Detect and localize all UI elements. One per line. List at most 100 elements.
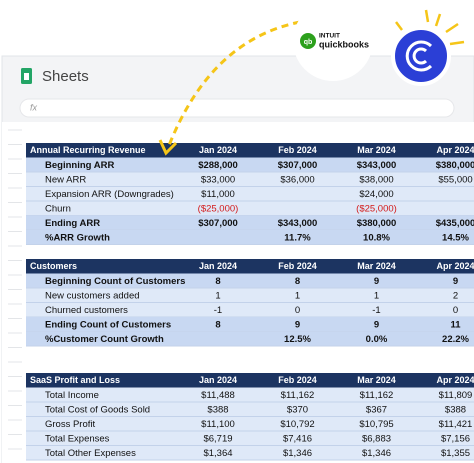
cell-value: $11,421: [439, 419, 473, 430]
cell-value: 10.8%: [363, 232, 390, 243]
cell-value: $388: [207, 404, 228, 415]
sparks: [395, 9, 465, 46]
cell-value: $288,000: [198, 160, 238, 171]
cell-value: $11,809: [439, 390, 473, 401]
cell-value: ($25,000): [198, 203, 239, 214]
cell-value: $10,792: [280, 419, 314, 430]
cell-value: 9: [295, 319, 300, 330]
product: quickbooks: [319, 39, 369, 49]
cell-value: $388: [445, 404, 466, 415]
cell-value: 0.0%: [366, 334, 388, 345]
cell-value: $10,795: [359, 419, 393, 430]
row-label: %ARR Growth: [45, 232, 110, 243]
row-label: Ending Count of Customers: [45, 319, 171, 330]
column-header: Jan 2024: [199, 375, 237, 385]
app-name: Sheets: [42, 68, 89, 85]
column-header: Customers: [30, 261, 77, 271]
row-label: Churn: [45, 203, 71, 214]
cell-value: $6,883: [362, 433, 391, 444]
cell-value: $11,100: [201, 419, 235, 430]
cell-value: 11.7%: [284, 232, 311, 243]
row-label: Churned customers: [45, 305, 128, 316]
cell-value: $11,000: [201, 189, 235, 200]
row-label: Beginning ARR: [45, 160, 114, 171]
column-header: Apr 2024: [436, 375, 474, 385]
cell-value: 12.5%: [284, 334, 311, 345]
badge-ring: [412, 47, 428, 65]
cell-value: $11,162: [281, 390, 315, 401]
header-row: [26, 259, 474, 274]
column-header: Jan 2024: [199, 261, 237, 271]
cell-value: $11,162: [360, 390, 394, 401]
cell-value: $380,000: [357, 218, 397, 229]
cell-value: $1,346: [283, 448, 312, 459]
app-badge: [391, 26, 451, 86]
row-label: Total Expenses: [45, 433, 110, 444]
cell-value: $38,000: [359, 174, 393, 185]
cell-value: $24,000: [359, 189, 393, 200]
row-label: %Customer Count Growth: [45, 334, 164, 345]
column-header: Feb 2024: [278, 375, 317, 385]
highlight-row: [26, 331, 474, 346]
arrow-head: [158, 139, 178, 156]
row-label: New ARR: [45, 174, 86, 185]
cell-value: $55,000: [438, 174, 472, 185]
cell-value: $343,000: [357, 160, 397, 171]
cell-value: 1: [374, 290, 379, 301]
column-header: Annual Recurring Revenue: [30, 145, 146, 155]
column-header: Apr 2024: [436, 145, 474, 155]
cell-value: $343,000: [278, 218, 318, 229]
formula-icon: fx: [30, 102, 38, 112]
cell-value: $367: [366, 404, 387, 415]
row-label: Beginning Count of Customers: [45, 276, 185, 287]
badge-ring: [405, 40, 433, 72]
cell-value: 1: [295, 290, 300, 301]
column-header: Apr 2024: [436, 261, 474, 271]
cell-value: 1: [215, 290, 220, 301]
cell-value: 9: [374, 319, 379, 330]
cell-value: $380,000: [436, 160, 474, 171]
column-header: SaaS Profit and Loss: [30, 375, 120, 385]
cell-value: $370: [287, 404, 308, 415]
highlight-row: [26, 157, 474, 172]
cell-value: 0: [453, 305, 458, 316]
cell-value: $1,355: [441, 448, 470, 459]
cell-value: 8: [295, 276, 300, 287]
highlight-row: [26, 317, 474, 332]
cell-value: $7,416: [283, 433, 312, 444]
row-label: Total Cost of Goods Sold: [45, 404, 150, 415]
cell-value: 8: [215, 319, 220, 330]
tables: Annual Recurring Revenue Jan 2024 Feb 2024…: [26, 143, 474, 461]
column-header: Feb 2024: [278, 261, 317, 271]
row-label: Ending ARR: [45, 218, 100, 229]
column-header: Jan 2024: [199, 145, 237, 155]
highlight-row: [26, 273, 474, 288]
quickbooks-badge: [293, 1, 373, 81]
row-label: Expansion ARR (Downgrades): [45, 189, 174, 200]
cell-value: $435,000: [436, 218, 474, 229]
header-row: [26, 373, 474, 388]
cell-value: -1: [372, 305, 380, 316]
cell-value: $1,346: [362, 448, 391, 459]
cell-value: $36,000: [280, 174, 314, 185]
formula-bar: [19, 98, 455, 118]
dashed-arrow: [166, 20, 301, 149]
row-label: New customers added: [45, 290, 140, 301]
header-row: [26, 143, 474, 158]
brand: INTUIT: [319, 33, 340, 40]
highlight-row: [26, 215, 474, 230]
row-label: Total Income: [45, 390, 99, 401]
highlight-row: [26, 230, 474, 245]
cell-value: ($25,000): [356, 203, 397, 214]
row-label: Gross Profit: [45, 419, 96, 430]
column-header: Mar 2024: [357, 145, 396, 155]
cell-value: 8: [215, 276, 220, 287]
cell-value: 14.5%: [442, 232, 469, 243]
cell-value: 9: [453, 276, 458, 287]
cell-value: $307,000: [278, 160, 318, 171]
qb-logo: [300, 33, 316, 49]
cell-value: -1: [214, 305, 222, 316]
cell-value: 22.2%: [442, 334, 469, 345]
cell-value: 0: [295, 305, 300, 316]
